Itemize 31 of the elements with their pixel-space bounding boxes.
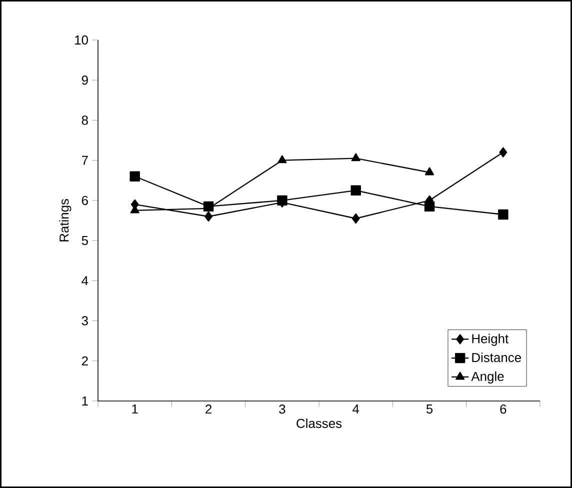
point [352, 213, 360, 224]
x-tick-label: 6 [500, 404, 506, 414]
point [424, 201, 435, 212]
x-tick-label: 2 [206, 404, 212, 414]
x-tick-label: 5 [426, 404, 433, 414]
x-tick-label: 3 [279, 404, 286, 414]
y-tick-label: 7 [82, 156, 88, 165]
x-axis-title: Classes [296, 418, 342, 428]
x-tick-label: 4 [352, 404, 360, 414]
point [350, 185, 361, 196]
point [351, 153, 360, 162]
point [498, 209, 508, 220]
y-tick-label: 8 [82, 116, 88, 125]
point [204, 211, 212, 222]
y-tick-label: 10 [75, 35, 88, 45]
point [278, 155, 287, 164]
y-tick-label: 5 [82, 236, 88, 246]
y-tick-label: 1 [82, 396, 88, 406]
y-tick-label: 9 [82, 76, 88, 85]
y-tick-label: 3 [82, 316, 88, 326]
y-tick-label: 4 [82, 276, 88, 286]
legend-label: Distance [472, 352, 521, 362]
legend-label: Angle [471, 371, 504, 384]
legend-label: Height [472, 334, 509, 346]
x-tick-label: 1 [132, 404, 138, 414]
point [425, 167, 434, 176]
point [130, 171, 140, 182]
point [499, 147, 508, 158]
y-tick-label: 6 [82, 196, 88, 206]
y-axis-title: Ratings [59, 199, 72, 242]
y-tick-label: 2 [82, 356, 88, 366]
